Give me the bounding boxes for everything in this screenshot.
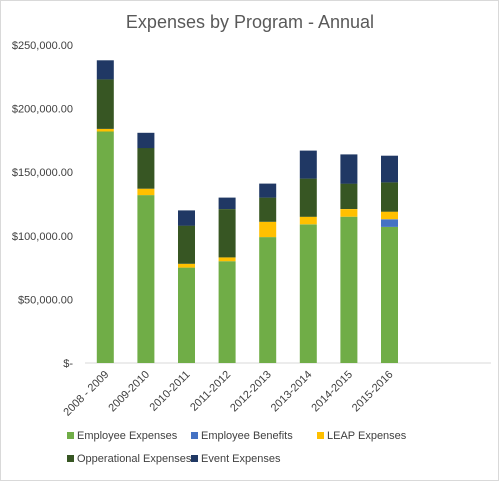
x-tick-label: 2015-2016: [350, 369, 396, 415]
bar-segment: [299, 224, 317, 363]
bar-segment: [178, 210, 195, 226]
bar-segment: [259, 183, 277, 198]
bar-segment: [96, 79, 114, 129]
legend-swatch: [317, 432, 324, 439]
x-tick-label: 2011-2012: [188, 369, 233, 414]
bar-segment: [259, 221, 277, 238]
y-tick-label: $100,000.00: [12, 231, 73, 243]
bar-segment: [381, 219, 398, 227]
bar-segment: [340, 183, 358, 209]
bar-segment: [137, 132, 155, 149]
bar-segment: [96, 131, 114, 363]
bar-segment: [299, 150, 317, 179]
bar-segment: [381, 211, 398, 220]
legend-swatch: [191, 455, 198, 462]
bar-segment: [259, 197, 277, 222]
bar-segment: [299, 216, 317, 225]
bar-segment: [381, 155, 398, 183]
legend-swatch: [191, 432, 198, 439]
bar-segment: [178, 263, 195, 268]
bar-segment: [96, 60, 114, 80]
bar-segment: [178, 225, 195, 264]
x-tick-label: 2009-2010: [106, 369, 152, 415]
y-tick-label: $-: [63, 358, 73, 370]
legend-swatch: [67, 432, 74, 439]
legend-label: LEAP Expenses: [327, 430, 407, 442]
x-tick-label: 2010-2011: [148, 369, 193, 414]
plot-area: $- $50,000.00 $100,000.00 $150,000.00 $200,0…: [12, 40, 491, 419]
legend-label: Opperational Expenses: [77, 453, 192, 465]
bar-segment: [340, 209, 358, 217]
x-tick-label: 2013-2014: [269, 369, 315, 415]
bar-segment: [381, 182, 398, 212]
bar-segment: [137, 148, 155, 189]
legend: Employee Expenses Employee Benefits LEAP E…: [67, 430, 407, 465]
y-tick-label: $50,000.00: [18, 294, 73, 306]
chart-title: Expenses by Program - Annual: [126, 12, 374, 32]
bar-segment: [259, 237, 277, 363]
x-tick-label: 2014-2015: [309, 369, 355, 415]
legend-swatch: [67, 455, 74, 462]
y-tick-label: $200,000.00: [12, 104, 73, 116]
bar-segment: [178, 267, 195, 363]
bar-segment: [218, 257, 236, 262]
y-tick-label: $250,000.00: [12, 40, 73, 52]
bar-segment: [218, 261, 236, 363]
bar-segment: [137, 195, 155, 363]
bar-segment: [218, 209, 236, 258]
bar-segment: [299, 178, 317, 217]
legend-label: Event Expenses: [201, 453, 281, 465]
bar-segment: [96, 129, 114, 132]
x-tick-label: 2012-2013: [228, 369, 274, 415]
x-tick-label: 2008 - 2009: [61, 369, 111, 419]
bar-segment: [381, 226, 398, 363]
legend-label: Employee Expenses: [77, 430, 178, 442]
bar-segment: [218, 197, 236, 209]
bar-segment: [340, 154, 358, 184]
legend-label: Employee Benefits: [201, 430, 293, 442]
bar-segment: [137, 188, 155, 196]
bar-segment: [340, 216, 358, 363]
y-tick-label: $150,000.00: [12, 167, 73, 179]
